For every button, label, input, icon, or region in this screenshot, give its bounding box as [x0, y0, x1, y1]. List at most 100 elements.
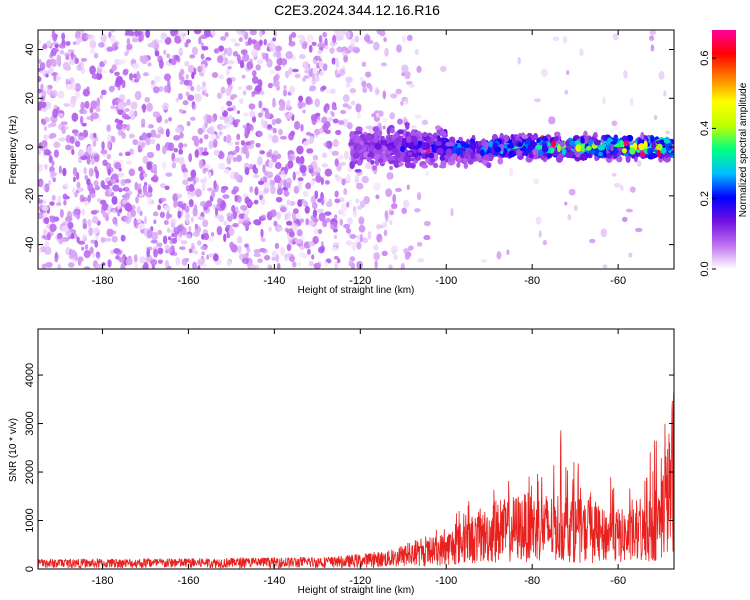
- noise-mark: [548, 116, 556, 125]
- noise-mark: [82, 129, 89, 138]
- noise-mark: [62, 167, 67, 177]
- noise-mark: [219, 214, 225, 223]
- noise-mark: [190, 85, 195, 92]
- noise-mark: [232, 222, 239, 228]
- noise-mark: [233, 210, 237, 220]
- noise-mark: [153, 219, 157, 225]
- noise-mark: [533, 98, 541, 103]
- noise-mark: [100, 180, 105, 189]
- noise-mark: [361, 175, 369, 184]
- noise-mark: [108, 187, 112, 195]
- noise-mark: [117, 172, 125, 178]
- noise-mark: [331, 150, 339, 156]
- noise-mark: [246, 248, 251, 253]
- noise-mark: [358, 216, 365, 225]
- noise-mark: [242, 112, 249, 117]
- noise-mark: [168, 117, 173, 122]
- noise-mark: [335, 35, 342, 41]
- noise-mark: [313, 227, 319, 235]
- noise-mark: [117, 101, 125, 110]
- noise-mark: [122, 69, 129, 76]
- noise-mark: [246, 61, 254, 70]
- noise-mark: [389, 112, 396, 120]
- noise-mark: [150, 259, 158, 266]
- noise-mark: [53, 149, 59, 158]
- noise-mark: [395, 187, 402, 193]
- noise-mark: [235, 118, 241, 123]
- noise-mark: [225, 58, 229, 65]
- noise-mark: [378, 224, 384, 229]
- noise-mark: [73, 208, 81, 216]
- noise-mark: [228, 114, 233, 124]
- noise-mark: [338, 197, 345, 203]
- noise-mark: [417, 192, 422, 201]
- noise-mark: [253, 249, 261, 254]
- noise-mark: [321, 163, 329, 168]
- noise-mark: [76, 36, 81, 46]
- noise-mark: [194, 223, 199, 230]
- noise-mark: [358, 224, 366, 233]
- noise-mark: [257, 79, 263, 88]
- noise-mark: [230, 38, 237, 43]
- noise-mark: [330, 221, 338, 230]
- noise-mark: [280, 58, 288, 66]
- noise-mark: [143, 262, 149, 269]
- noise-mark: [274, 118, 282, 124]
- noise-mark: [190, 169, 197, 179]
- noise-mark: [111, 178, 117, 184]
- noise-mark: [257, 156, 263, 166]
- noise-mark: [193, 67, 197, 76]
- noise-mark: [46, 232, 51, 241]
- noise-mark: [346, 122, 353, 130]
- noise-mark: [295, 156, 301, 164]
- noise-mark: [212, 138, 218, 148]
- noise-mark: [166, 265, 172, 269]
- noise-mark: [255, 64, 261, 71]
- noise-mark: [283, 85, 287, 90]
- noise-mark: [567, 213, 572, 221]
- noise-mark: [573, 205, 578, 212]
- noise-mark: [87, 218, 92, 228]
- noise-mark: [162, 102, 169, 111]
- noise-mark: [332, 34, 337, 44]
- noise-mark: [202, 167, 207, 174]
- noise-mark: [533, 178, 540, 185]
- noise-mark: [131, 31, 135, 37]
- noise-mark: [423, 220, 431, 227]
- noise-mark: [381, 250, 388, 257]
- noise-mark: [223, 233, 227, 243]
- noise-mark: [64, 126, 69, 130]
- noise-mark: [96, 97, 100, 107]
- noise-mark: [89, 39, 97, 49]
- noise-mark: [48, 155, 53, 164]
- noise-mark: [371, 113, 378, 118]
- noise-mark: [345, 228, 351, 234]
- noise-mark: [147, 186, 153, 194]
- noise-mark: [41, 140, 48, 148]
- noise-mark: [83, 166, 87, 175]
- noise-mark: [230, 95, 235, 101]
- noise-mark: [49, 91, 55, 98]
- noise-mark: [538, 230, 542, 238]
- noise-mark: [93, 153, 100, 163]
- noise-mark: [305, 182, 312, 190]
- noise-mark: [421, 119, 429, 126]
- noise-mark: [331, 112, 335, 117]
- noise-mark: [649, 30, 657, 36]
- noise-mark: [552, 36, 560, 42]
- noise-mark: [61, 224, 69, 232]
- noise-mark: [39, 70, 47, 75]
- noise-mark: [217, 55, 224, 64]
- noise-mark: [274, 45, 283, 52]
- noise-mark: [298, 95, 303, 102]
- noise-mark: [206, 254, 210, 260]
- noise-mark: [375, 194, 380, 200]
- noise-mark: [109, 30, 116, 33]
- noise-mark: [267, 124, 273, 129]
- noise-mark: [251, 48, 259, 57]
- noise-mark: [345, 82, 351, 88]
- noise-mark: [179, 132, 184, 139]
- noise-mark: [354, 175, 360, 185]
- noise-mark: [225, 87, 232, 97]
- noise-mark: [240, 204, 248, 211]
